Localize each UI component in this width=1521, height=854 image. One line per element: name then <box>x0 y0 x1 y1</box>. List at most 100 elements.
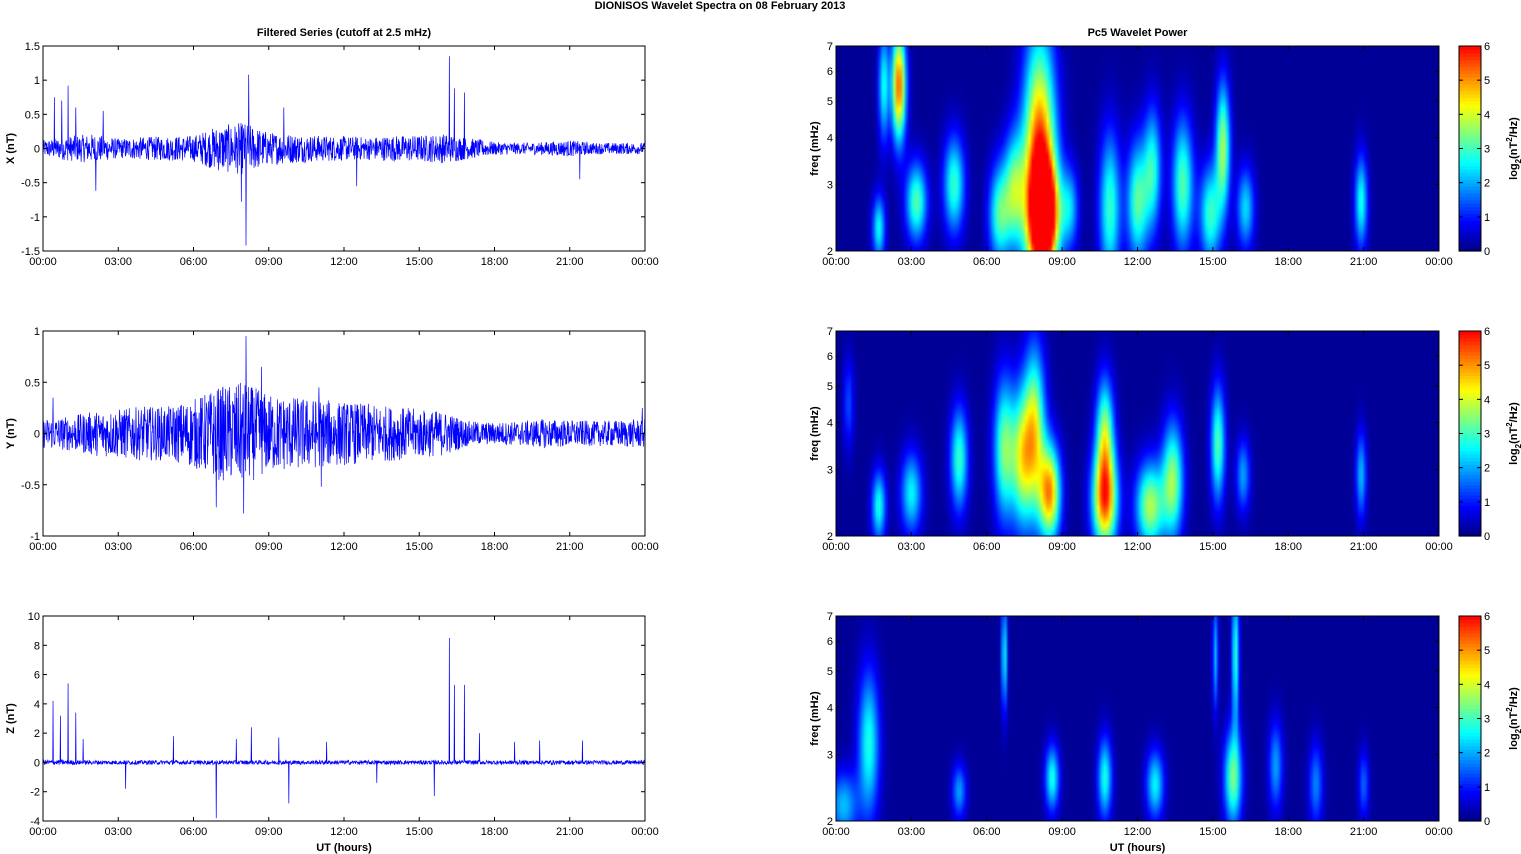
colorbar-segment <box>1459 471 1481 476</box>
colorbar-segment <box>1459 786 1481 791</box>
colorbar-tick-label: 2 <box>1484 178 1490 190</box>
x-tick-label: 18:00 <box>481 256 509 268</box>
colorbar-segment <box>1459 776 1481 781</box>
colorbar-label-part: 2 <box>1505 137 1514 142</box>
y-tick-label: -0.5 <box>21 480 40 492</box>
colorbar-label-part: 2 <box>1505 422 1514 427</box>
y-tick-label: 3 <box>827 465 833 477</box>
colorbar-tick-label: 5 <box>1484 645 1490 657</box>
y-tick-label: 0.5 <box>25 109 40 121</box>
colorbar-segment <box>1459 110 1481 115</box>
colorbar-segment <box>1459 230 1481 235</box>
colorbar-segment <box>1459 769 1481 774</box>
x-tick-label: 06:00 <box>180 541 208 553</box>
colorbar-segment <box>1459 725 1481 730</box>
colorbar-segment <box>1459 522 1481 527</box>
y-tick-label: -2 <box>30 787 40 799</box>
y-tick-label: -1.5 <box>21 246 40 258</box>
x-tick-label: 12:00 <box>330 541 358 553</box>
x-tick-label: 09:00 <box>255 541 283 553</box>
colorbar-segment <box>1459 80 1481 85</box>
colorbar-segment <box>1459 151 1481 156</box>
colorbar-segment <box>1459 749 1481 754</box>
x-tick-label: 18:00 <box>481 826 509 838</box>
plot-area <box>43 616 645 821</box>
y-tick-label: 7 <box>827 326 833 338</box>
y-axis-label: Y (nT) <box>5 418 17 449</box>
colorbar-label-part: (nT <box>1508 142 1520 159</box>
colorbar-segment <box>1459 817 1481 822</box>
colorbar-label-part: 2 <box>1514 158 1521 163</box>
colorbar-segment <box>1459 423 1481 428</box>
y-tick-label: 6 <box>827 636 833 648</box>
colorbar-segment <box>1459 622 1481 627</box>
colorbar-tick-label: 6 <box>1484 611 1490 623</box>
colorbar-segment <box>1459 508 1481 513</box>
colorbar-segment <box>1459 192 1481 197</box>
colorbar-segment <box>1459 783 1481 788</box>
y-tick-label: 2 <box>827 531 833 543</box>
colorbar-segment <box>1459 674 1481 679</box>
colorbar-segment <box>1459 667 1481 672</box>
colorbar-segment <box>1459 766 1481 771</box>
colorbar-segment <box>1459 155 1481 160</box>
colorbar-segment <box>1459 121 1481 126</box>
colorbar-segment <box>1459 457 1481 462</box>
colorbar-label-part: /Hz) <box>1508 117 1520 138</box>
colorbar-segment <box>1459 56 1481 61</box>
colorbar-segment <box>1459 440 1481 445</box>
colorbar-segment <box>1459 464 1481 469</box>
y-tick-label: 6 <box>827 66 833 78</box>
colorbar-segment <box>1459 361 1481 366</box>
y-tick-label: 1.5 <box>25 41 40 53</box>
colorbar-tick-label: 5 <box>1484 75 1490 87</box>
x-tick-label: 00:00 <box>822 541 850 553</box>
x-tick-label: 09:00 <box>1048 826 1076 838</box>
colorbar-segment <box>1459 213 1481 218</box>
colorbar-segment <box>1459 223 1481 228</box>
colorbar-label: log2(nT2/Hz) <box>1505 687 1521 750</box>
colorbar-segment <box>1459 759 1481 764</box>
colorbar-tick-label: 1 <box>1484 212 1490 224</box>
y-tick-label: 0 <box>34 144 40 156</box>
y-tick-label: 6 <box>827 351 833 363</box>
colorbar-segment <box>1459 189 1481 194</box>
colorbar-segment <box>1459 629 1481 634</box>
x-tick-label: 00:00 <box>29 541 57 553</box>
colorbar-segment <box>1459 162 1481 167</box>
x-tick-label: 09:00 <box>255 256 283 268</box>
y-tick-label: 4 <box>34 699 40 711</box>
colorbar-segment <box>1459 800 1481 805</box>
colorbar-segment <box>1459 773 1481 778</box>
colorbar-segment <box>1459 711 1481 716</box>
y-tick-label: -0.5 <box>21 178 40 190</box>
colorbar-segment <box>1459 694 1481 699</box>
colorbar-segment <box>1459 46 1481 51</box>
colorbar-segment <box>1459 484 1481 489</box>
colorbar-segment <box>1459 684 1481 689</box>
colorbar-segment <box>1459 518 1481 523</box>
colorbar-segment <box>1459 477 1481 482</box>
colorbar-tick-label: 3 <box>1484 429 1490 441</box>
colorbar-label-part: /Hz) <box>1508 687 1520 708</box>
y-tick-label: 0.5 <box>25 377 40 389</box>
colorbar-label: log2(nT2/Hz) <box>1505 117 1521 180</box>
colorbar-segment <box>1459 244 1481 249</box>
colorbar-segment <box>1459 97 1481 102</box>
y-axis-label: freq (mHz) <box>809 406 821 461</box>
x-tick-label: 18:00 <box>481 541 509 553</box>
colorbar-segment <box>1459 756 1481 761</box>
x-tick-label: 03:00 <box>104 826 132 838</box>
colorbar-segment <box>1459 512 1481 517</box>
colorbar-segment <box>1459 128 1481 133</box>
colorbar-segment <box>1459 687 1481 692</box>
colorbar-segment <box>1459 532 1481 537</box>
x-tick-label: 21:00 <box>1350 541 1378 553</box>
y-tick-label: 0 <box>34 757 40 769</box>
colorbar-segment <box>1459 175 1481 180</box>
colorbar-segment <box>1459 169 1481 174</box>
x-tick-label: 15:00 <box>405 826 433 838</box>
y-tick-label: 4 <box>827 703 833 715</box>
colorbar-segment <box>1459 728 1481 733</box>
colorbar-segment <box>1459 375 1481 380</box>
